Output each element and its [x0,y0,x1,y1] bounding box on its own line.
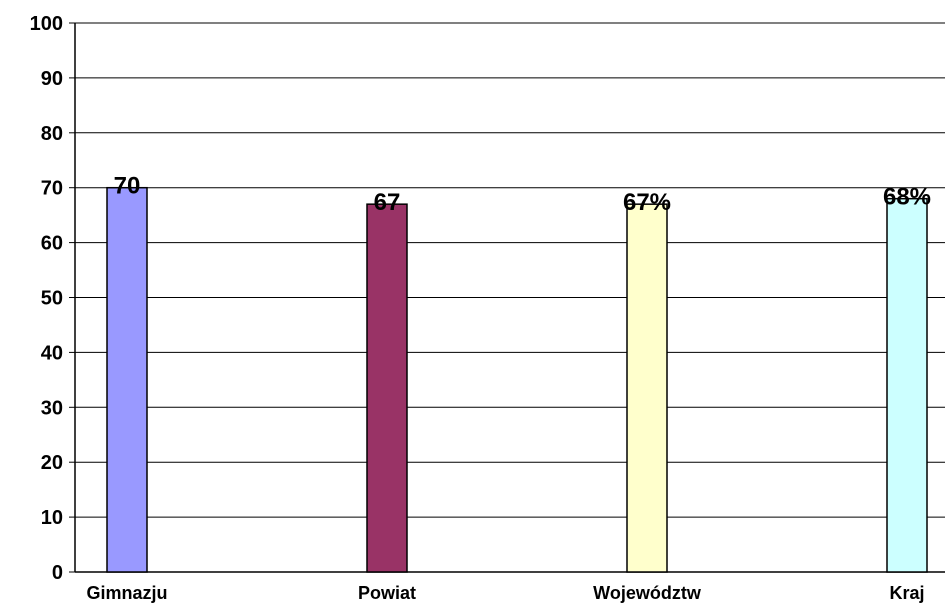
x-tick-label: Powiat [358,583,416,603]
data-labels: 70 67 67% 68% [114,173,931,216]
data-label: 70 [114,173,141,200]
y-tick-label: 10 [41,507,63,529]
y-tick-label: 40 [41,342,63,364]
y-tick-label: 30 [41,397,63,419]
x-tick-label: Kraj [889,583,924,603]
x-tick-label: Województw [593,583,702,603]
y-tick-label: 80 [41,123,63,145]
data-label: 67% [623,189,671,216]
data-label: 67 [374,189,401,216]
y-tick-label: 20 [41,452,63,474]
bar-województw [626,203,668,573]
bar-powiat [366,203,408,573]
axes: 0 10 20 30 40 50 60 70 80 90 100 Gimnazju Powiat Woje… [30,13,945,603]
gridlines [75,22,945,518]
bar-kraj [886,197,928,573]
bars [106,186,928,573]
x-tick-label: Gimnazju [86,583,167,603]
y-tick-label: 60 [41,233,63,255]
y-tick-label: 70 [41,178,63,200]
bar-gimnazju [106,186,148,573]
y-tick-label: 100 [30,13,63,35]
y-tick-label: 0 [52,562,63,584]
y-tick-label: 90 [41,68,63,90]
data-label: 68% [883,184,931,211]
y-tick-label: 50 [41,288,63,310]
